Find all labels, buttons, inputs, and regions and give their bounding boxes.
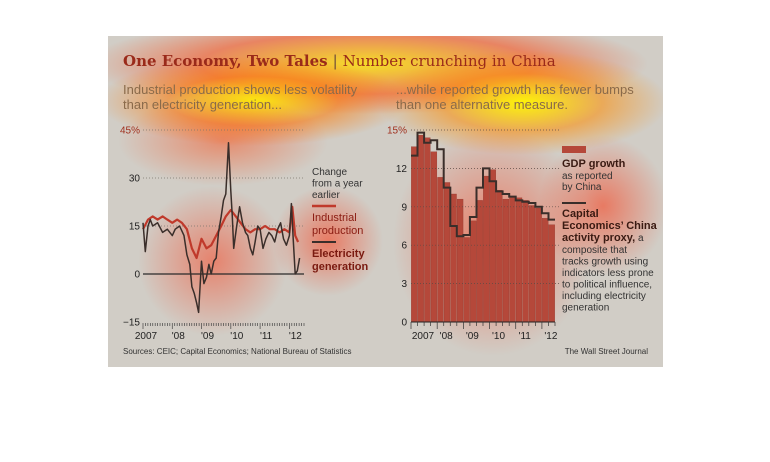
title-main: One Economy, Two Tales — [123, 52, 328, 70]
left-chart-subtitle: Industrial production shows less volatil… — [123, 82, 358, 112]
gdp-bar — [456, 198, 464, 323]
gdp-bar — [470, 220, 477, 323]
x-tick-label: '10 — [230, 331, 243, 342]
y-tick-label: 45% — [120, 126, 140, 137]
legend-label-proxy: Economics’ China — [562, 220, 658, 232]
legend-label-industrial: production — [312, 225, 363, 237]
gdp-bar — [450, 193, 457, 323]
legend-note-proxy: including electricity — [562, 291, 646, 302]
gdp-bar — [535, 207, 542, 323]
legend-label-gdp: GDP growth — [562, 158, 626, 170]
gdp-bar — [542, 218, 549, 323]
gdp-bar — [437, 177, 444, 323]
x-tick-label: '08 — [440, 331, 453, 342]
gdp-bar — [509, 196, 516, 323]
legend-swatch-gdp — [562, 146, 586, 153]
charts-canvas: 45%30150−152007'08'09'10'11'12Changefrom… — [120, 126, 658, 343]
legend-note-proxy: indicators less prone — [562, 268, 654, 279]
gdp-bar — [502, 198, 510, 323]
activity-proxy-line — [411, 131, 555, 238]
y-tick-label: 15% — [387, 126, 407, 137]
chart-title: One Economy, Two Tales | Number crunching … — [123, 52, 556, 70]
gdp-bar — [476, 200, 483, 323]
gdp-bar — [417, 134, 424, 323]
y-tick-label: −15 — [123, 318, 140, 329]
x-tick-label: '10 — [492, 331, 505, 342]
gdp-bar — [522, 200, 529, 323]
y-tick-label: 6 — [401, 241, 407, 252]
electricity-generation-line — [142, 142, 301, 314]
x-tick-label: '12 — [544, 331, 557, 342]
y-tick-label: 0 — [401, 318, 407, 329]
legend-label-electricity: generation — [312, 261, 369, 273]
right-chart-subtitle: ...while reported growth has fewer bumps… — [396, 82, 634, 112]
y-tick-label: 30 — [129, 174, 141, 185]
y-tick-label: 3 — [401, 279, 407, 290]
gdp-bar — [483, 175, 490, 323]
title-sub: Number crunching in China — [342, 52, 556, 70]
x-tick-label: '11 — [519, 331, 532, 342]
gdp-bar — [489, 169, 496, 323]
gdp-bar — [548, 224, 555, 323]
gdp-bar — [424, 137, 431, 323]
credit-note: The Wall Street Journal — [564, 347, 648, 356]
y-tick-label: 15 — [129, 222, 141, 233]
x-tick-label: '12 — [289, 331, 302, 342]
title-separator: | — [332, 52, 338, 70]
legend-note-proxy: generation — [562, 303, 609, 314]
x-tick-label: 2007 — [135, 331, 158, 342]
y-tick-label: 12 — [396, 164, 408, 175]
gdp-bar — [496, 190, 503, 323]
legend-note-gdp: as reported — [562, 171, 613, 182]
legend-note-proxy: tracks growth using — [562, 257, 648, 268]
gdp-bar — [443, 182, 451, 323]
y-tick-label: 9 — [401, 202, 407, 213]
legend-label-proxy: Capital — [562, 208, 599, 220]
gdp-bar — [430, 151, 438, 323]
legend-label-proxy: activity proxy, a — [562, 232, 644, 244]
legend-note-proxy: to political influence, — [562, 280, 652, 291]
legend-note-line: from a year — [312, 179, 363, 190]
legend-note-proxy: composite that — [562, 245, 627, 256]
x-tick-label: '11 — [260, 331, 273, 342]
x-tick-label: '09 — [466, 331, 479, 342]
legend-note-proxy-start: a — [635, 233, 644, 244]
x-tick-label: 2007 — [412, 331, 435, 342]
gdp-bar — [411, 146, 418, 323]
legend-note-line: earlier — [312, 190, 340, 201]
x-tick-label: '08 — [172, 331, 185, 342]
industrial-production-line — [142, 205, 300, 260]
legend-note-gdp: by China — [562, 182, 602, 193]
chart-panel: One Economy, Two Tales | Number crunching … — [108, 36, 663, 367]
gdp-bar — [515, 197, 523, 323]
gdp-bar — [463, 237, 470, 323]
legend-note-line: Change — [312, 167, 347, 178]
gdp-bar — [528, 205, 536, 323]
legend-label-electricity: Electricity — [312, 248, 365, 260]
legend-label-industrial: Industrial — [312, 212, 357, 224]
y-tick-label: 0 — [134, 270, 140, 281]
sources-note: Sources: CEIC; Capital Economics; Nation… — [123, 347, 352, 356]
x-tick-label: '09 — [201, 331, 214, 342]
